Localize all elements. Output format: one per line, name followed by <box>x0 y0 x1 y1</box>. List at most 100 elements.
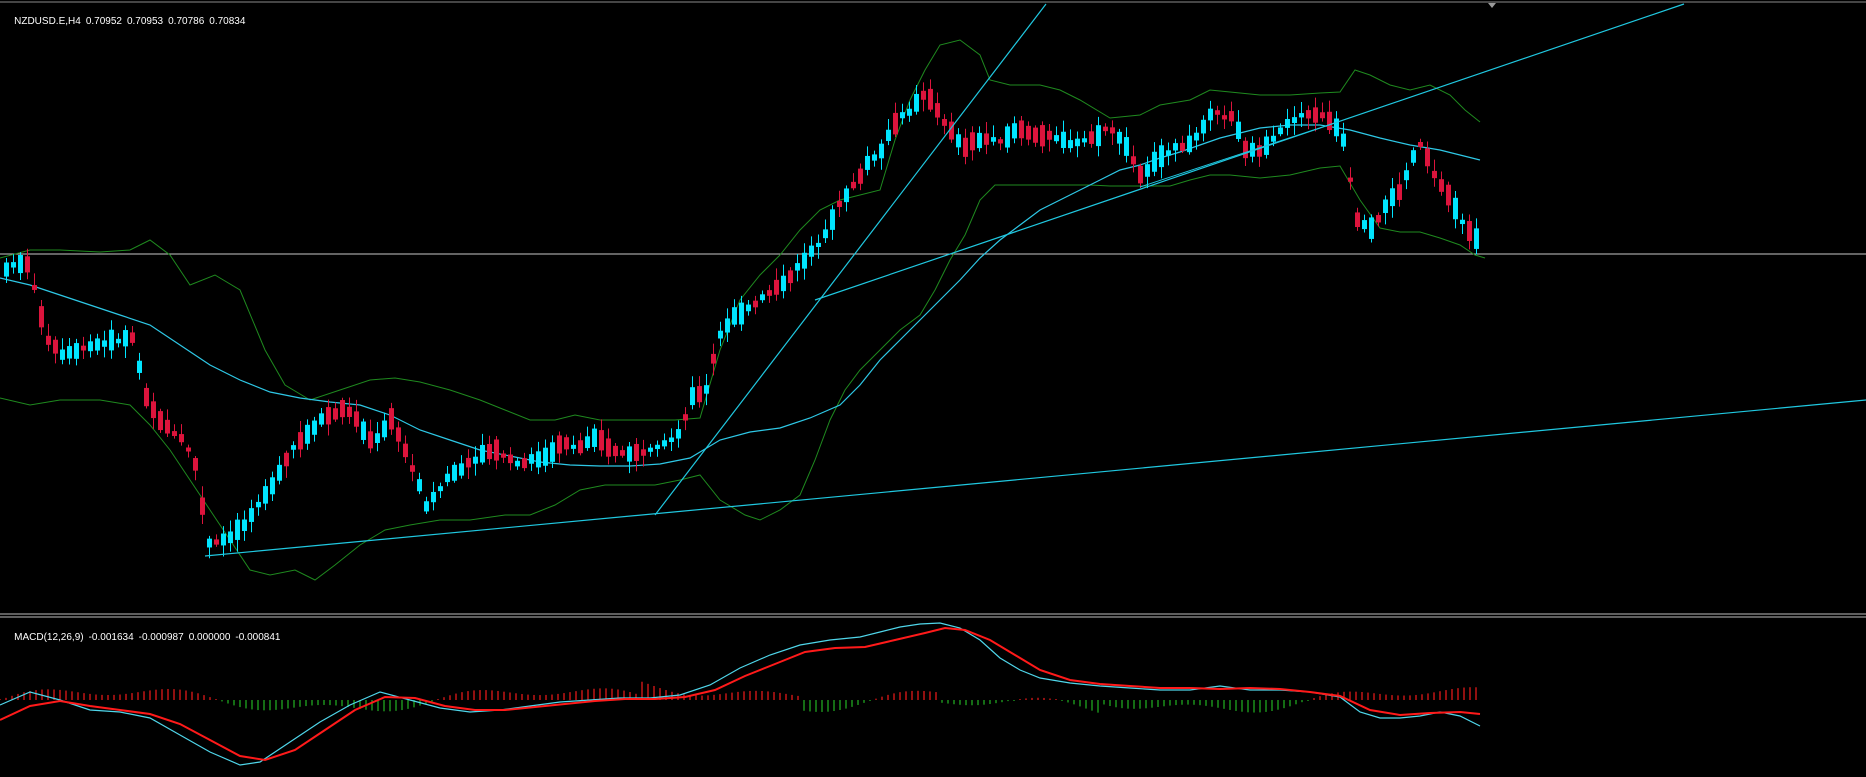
candle-bull <box>1145 164 1150 177</box>
candle-bull <box>1208 108 1213 121</box>
candle-bear <box>1138 165 1143 184</box>
candle-bear <box>620 450 625 456</box>
candle-bull <box>424 501 429 512</box>
candle-bull <box>291 445 296 450</box>
candle-bull <box>382 420 387 438</box>
candle-bear <box>1257 145 1262 157</box>
candle-bear <box>368 431 373 449</box>
candle-bull <box>760 294 765 301</box>
candle-bear <box>200 497 205 515</box>
candle-bear <box>935 103 940 118</box>
candle-bear <box>179 434 184 443</box>
candle-bull <box>1474 228 1479 249</box>
candle-bear <box>949 121 954 140</box>
bollinger-lower-band <box>0 165 1486 581</box>
candle-bull <box>844 188 849 203</box>
candle-bear <box>508 454 513 464</box>
candle-bull <box>1152 151 1157 172</box>
candle-bull <box>312 420 317 435</box>
candle-bear <box>389 408 394 430</box>
candle-bear <box>557 435 562 454</box>
candle-bull <box>361 421 366 440</box>
candle-bear <box>1418 142 1423 147</box>
candle-bull <box>1285 118 1290 128</box>
candle-bear <box>970 132 975 151</box>
candle-bull <box>277 464 282 481</box>
candle-bear <box>494 439 499 461</box>
candle-bull <box>781 275 786 292</box>
low-value: 0.70786 <box>168 16 205 27</box>
candle-bear <box>396 427 401 442</box>
candle-bull <box>375 433 380 444</box>
candle-bear <box>193 458 198 471</box>
candle-bull <box>1201 119 1206 134</box>
candle-bull <box>242 519 247 532</box>
candle-bear <box>1033 127 1038 143</box>
candle-bull <box>1061 131 1066 148</box>
candle-bear <box>522 458 527 469</box>
candle-bull <box>1390 188 1395 207</box>
candle-bear <box>326 407 331 425</box>
macd-signal-line <box>0 626 1481 762</box>
candle-bear <box>697 386 702 403</box>
candle-bull <box>886 129 891 142</box>
candle-bull <box>1005 126 1010 148</box>
candle-bull <box>1278 127 1283 135</box>
candle-bull <box>1362 220 1367 230</box>
candle-bear <box>599 430 604 451</box>
candle-bull <box>1075 138 1080 147</box>
candle-bull <box>648 447 653 452</box>
candle-bull <box>725 318 730 333</box>
candle-bull <box>1166 150 1171 156</box>
candle-bull <box>263 486 268 504</box>
candle-bull <box>914 93 919 112</box>
candle-bear <box>921 90 926 100</box>
trendline-mid <box>814 3 1685 301</box>
candle-bull <box>529 454 534 464</box>
candle-bear <box>711 353 716 364</box>
candle-bull <box>249 508 254 522</box>
candle-bear <box>1215 110 1220 115</box>
candle-bear <box>1327 111 1332 131</box>
candle-bear <box>767 290 772 296</box>
candle-bull <box>816 242 821 247</box>
candle-bear <box>1019 120 1024 139</box>
candle-bear <box>214 539 219 545</box>
candle-bull <box>704 385 709 394</box>
candle-bull <box>739 302 744 325</box>
candle-bull <box>480 444 485 463</box>
candle-bear <box>893 112 898 135</box>
candle-bear <box>165 419 170 434</box>
candle-bull <box>60 349 65 360</box>
candle-bear <box>1355 212 1360 228</box>
candle-bull <box>207 538 212 548</box>
candle-bear <box>1397 184 1402 200</box>
candle-bull <box>1173 143 1178 151</box>
candle-bear <box>53 339 58 354</box>
macd-value-1: -0.001634 <box>88 632 134 643</box>
candle-bear <box>1103 126 1108 132</box>
candle-bull <box>74 343 79 359</box>
candle-bull <box>1453 197 1458 220</box>
candle-bear <box>81 345 86 351</box>
candle-bear <box>1229 111 1234 122</box>
candle-bear <box>564 437 569 450</box>
macd-value-2: -0.000987 <box>138 632 184 643</box>
candle-bull <box>438 486 443 492</box>
candle-bull <box>102 340 107 347</box>
candle-bear <box>1047 130 1052 140</box>
candle-bear <box>634 443 639 461</box>
candle-bull <box>1383 199 1388 214</box>
candle-bear <box>683 414 688 421</box>
candle-bull <box>1404 170 1409 181</box>
candle-bear <box>186 447 191 452</box>
candle-bear <box>641 449 646 456</box>
candle-bull <box>802 252 807 269</box>
candle-bear <box>942 119 947 126</box>
candle-bull <box>452 464 457 481</box>
candle-bull <box>116 338 121 344</box>
candle-bull <box>95 338 100 351</box>
candle-bear <box>1131 156 1136 165</box>
